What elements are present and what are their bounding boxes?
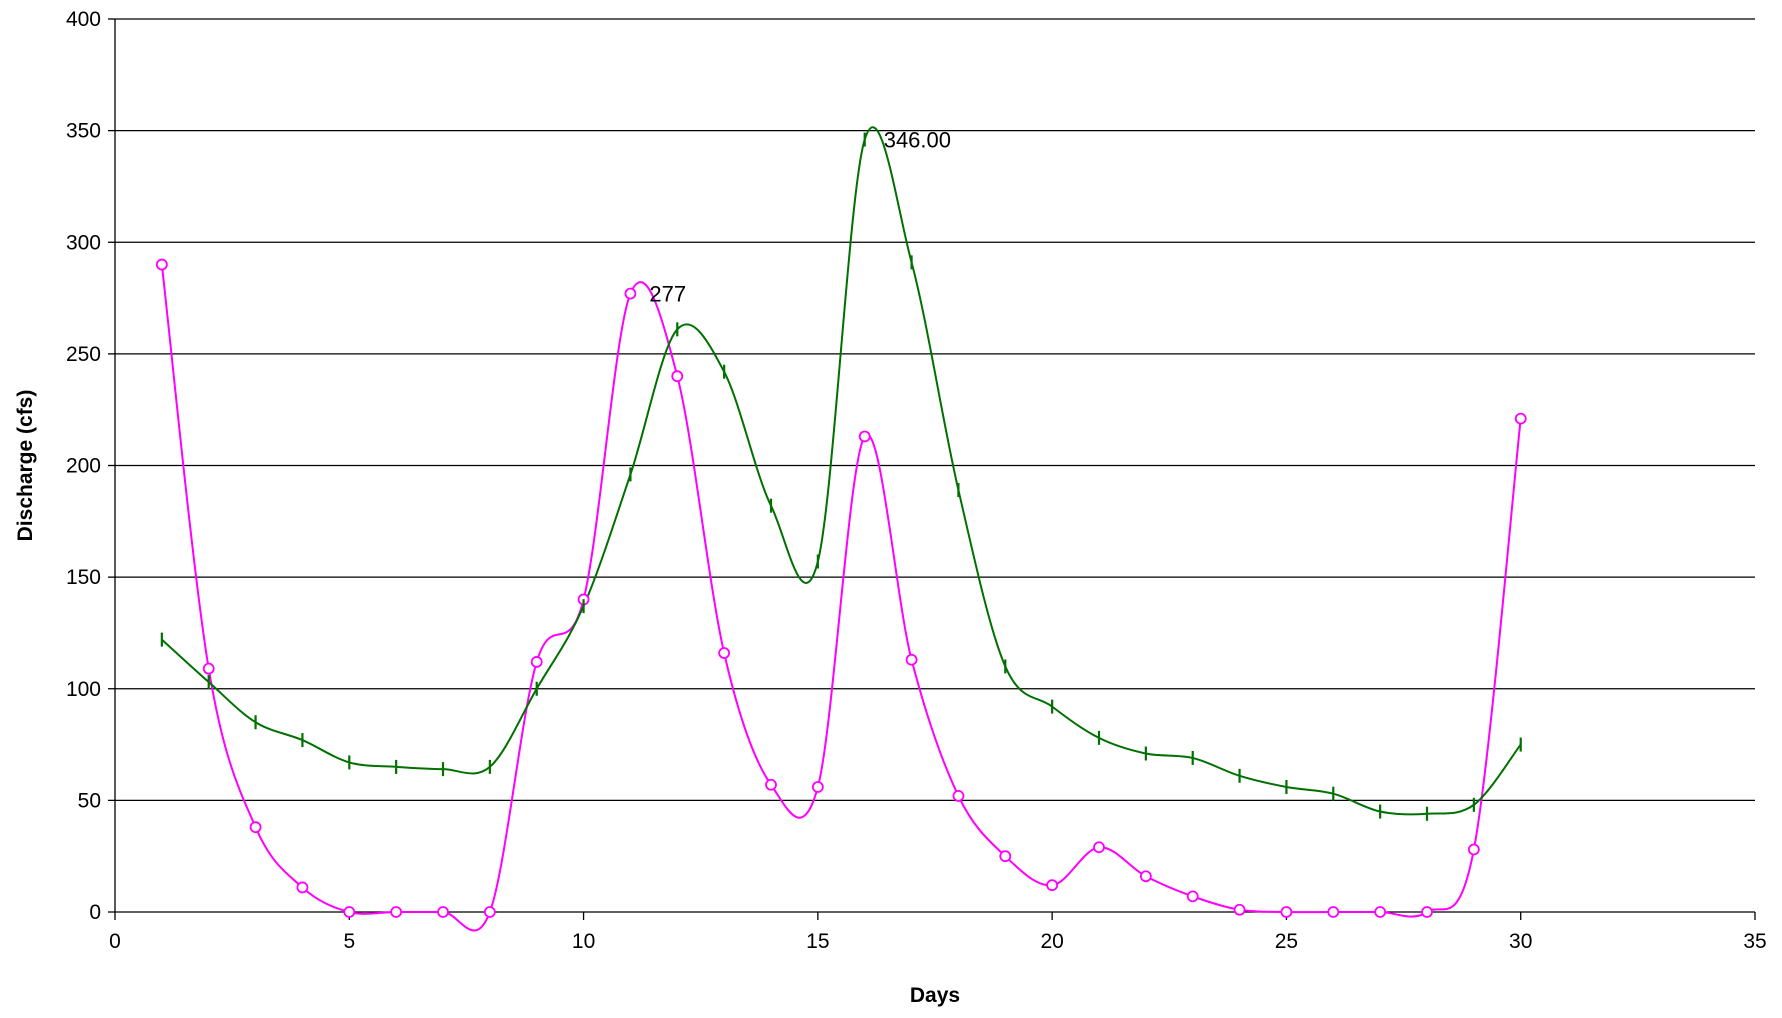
series-1-point bbox=[765, 778, 777, 791]
series-1-point bbox=[718, 647, 731, 659]
series-1-point bbox=[249, 821, 262, 834]
tick-labels: 0 50 100 150 200 250 300 350 400 0 5 10 15 20 25 30 35 bbox=[66, 8, 1767, 953]
series-1-point bbox=[1280, 906, 1293, 918]
series-1-point bbox=[155, 258, 168, 271]
series-1-point bbox=[530, 656, 543, 668]
series-1-point bbox=[671, 370, 684, 383]
series-2-line bbox=[161, 126, 1522, 816]
series-group bbox=[160, 126, 1522, 932]
series-1-point bbox=[624, 287, 637, 300]
series-1-point bbox=[952, 790, 965, 802]
gridlines bbox=[115, 18, 1755, 802]
y-tick-label: 150 bbox=[66, 566, 101, 589]
x-tick-label: 10 bbox=[572, 930, 595, 953]
y-tick-label: 50 bbox=[78, 789, 101, 812]
series-1-point bbox=[1467, 843, 1480, 856]
series-1-point bbox=[296, 881, 309, 894]
series-1-point bbox=[483, 906, 496, 918]
axes bbox=[108, 18, 1756, 920]
series-1-line bbox=[160, 264, 1522, 932]
series-1-point bbox=[1139, 870, 1152, 883]
x-axis-title: Days bbox=[910, 984, 960, 1007]
series-1-point bbox=[202, 662, 215, 675]
series-1-point bbox=[811, 781, 824, 793]
series-1-point bbox=[905, 653, 918, 666]
x-tick-label: 25 bbox=[1275, 930, 1298, 953]
annotations-group: 277 346.00 bbox=[649, 128, 951, 307]
series-1-point bbox=[343, 906, 356, 918]
series-1-point bbox=[858, 430, 871, 443]
data-label: 277 bbox=[649, 282, 686, 307]
series-1-point bbox=[999, 850, 1012, 863]
series-1-point bbox=[390, 906, 403, 918]
y-tick-label: 200 bbox=[66, 455, 101, 478]
y-tick-label: 400 bbox=[66, 8, 101, 31]
y-tick-label: 350 bbox=[66, 120, 101, 143]
y-tick-label: 250 bbox=[66, 343, 101, 366]
x-tick-label: 15 bbox=[806, 930, 829, 953]
data-label: 346.00 bbox=[884, 128, 951, 153]
y-axis-title: Discharge (cfs) bbox=[14, 390, 37, 542]
series-1-point bbox=[1327, 906, 1340, 918]
x-tick-label: 35 bbox=[1743, 930, 1766, 953]
series-1-point bbox=[1046, 879, 1059, 892]
series-1-point bbox=[1186, 890, 1199, 903]
series-1-point bbox=[1514, 412, 1527, 425]
y-tick-label: 100 bbox=[66, 678, 101, 701]
series-1-point bbox=[1421, 906, 1433, 918]
series-1-point bbox=[1233, 903, 1246, 916]
y-tick-label: 300 bbox=[66, 231, 101, 254]
series-1-point bbox=[1374, 906, 1387, 918]
markers-group bbox=[155, 132, 1527, 918]
series-1-point bbox=[1093, 841, 1105, 854]
x-tick-label: 5 bbox=[343, 930, 355, 953]
series-1-point bbox=[437, 906, 449, 918]
x-tick-label: 20 bbox=[1040, 930, 1063, 953]
x-tick-label: 30 bbox=[1509, 930, 1532, 953]
y-tick-label: 0 bbox=[89, 901, 101, 924]
x-tick-label: 0 bbox=[109, 930, 121, 953]
